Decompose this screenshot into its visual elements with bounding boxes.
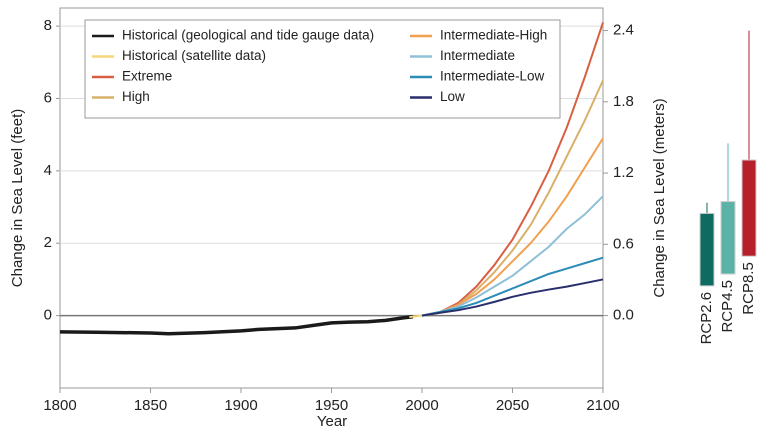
x-tick-label: 1800 [43,397,76,414]
y2-tick-label: 1.8 [613,93,634,110]
y2-tick-label: 2.4 [613,22,634,39]
box-label: RCP4.5 [719,280,736,333]
y-tick-label: 6 [44,89,52,106]
series-line [421,137,604,317]
box [741,159,757,257]
x-tick-label: 1850 [134,397,167,414]
y2-axis-title: Change in Sea Level (meters) [651,98,668,297]
legend-label: Extreme [122,69,172,84]
y2-tick-label: 0.0 [613,307,634,324]
legend-label: Historical (geological and tide gauge da… [122,28,374,43]
box-label: RCP2.6 [698,292,715,345]
legend-label: Intermediate-Low [440,69,545,84]
x-tick-label: 2100 [586,397,619,414]
y-axis-title: Change in Sea Level (feet) [9,109,26,287]
legend-label: Historical (satellite data) [122,48,266,63]
x-axis-title: Year [317,413,347,430]
box [699,212,715,287]
legend-label: Intermediate-High [440,28,547,43]
series-line [59,314,414,336]
x-tick-label: 1900 [224,397,257,414]
y-tick-label: 4 [44,162,52,179]
legend-label: Low [440,89,465,104]
y2-tick-label: 0.6 [613,235,634,252]
legend-label: High [122,89,150,104]
x-tick-label: 1950 [315,397,348,414]
legend-box [84,19,561,119]
x-tick-label: 2000 [405,397,438,414]
y-tick-label: 8 [44,17,52,34]
legend-label: Intermediate [440,48,515,63]
series-line [421,278,604,317]
x-tick-label: 2050 [496,397,529,414]
series-line [421,256,604,317]
y-tick-label: 2 [44,234,52,251]
series-line [421,22,604,317]
box [720,201,736,275]
y-tick-label: 0 [44,307,52,324]
y2-tick-label: 1.2 [613,164,634,181]
box-label: RCP8.5 [740,262,757,315]
series-line [421,195,604,317]
